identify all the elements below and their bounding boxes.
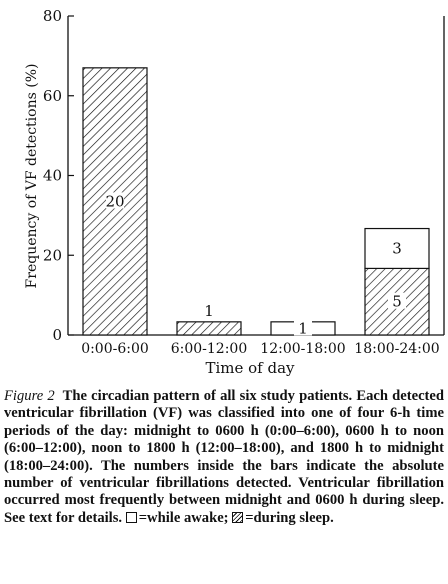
- x-tick-label: 18:00-24:00: [354, 341, 439, 357]
- caption-text: The circadian pattern of all six study p…: [4, 388, 444, 526]
- awake-legend-swatch-icon: [125, 511, 137, 523]
- bar-value-label: 1: [204, 302, 214, 320]
- bar-label-bg: [388, 239, 406, 256]
- figure-caption: Figure 2 The circadian pattern of all six…: [4, 388, 444, 527]
- figure-label: Figure 2: [4, 388, 55, 404]
- bar-value-label: 20: [105, 192, 124, 210]
- bar-label-bg: [294, 319, 312, 336]
- y-tick-label: 60: [43, 87, 62, 105]
- x-tick-label: 12:00-18:00: [260, 341, 345, 357]
- awake-legend-text: =while awake;: [138, 509, 229, 526]
- bars: [82, 67, 430, 336]
- bar-value-label: 3: [392, 239, 402, 257]
- bar-value-label: 5: [392, 293, 402, 311]
- x-tick-label: 6:00-12:00: [171, 341, 248, 357]
- y-axis-label: Frequency of VF detections (%): [24, 64, 40, 289]
- bar-value-label: 1: [298, 319, 308, 337]
- y-tick-label: 40: [43, 167, 62, 185]
- y-tick-label: 80: [43, 7, 62, 25]
- bar-labels: 20 1 1 5 3: [105, 192, 406, 337]
- sleep-legend-text: =during sleep.: [245, 509, 334, 526]
- axes: 0 20 40 60 80 0:00-6:00 6:00-12:00 12:00-18:00 1…: [43, 7, 445, 357]
- y-tick-label: 0: [52, 326, 62, 344]
- bar-label-bg: [388, 292, 406, 309]
- bar-label-bg: [106, 192, 124, 209]
- x-axis-label: Time of day: [205, 359, 295, 377]
- bar-chart: 0 20 40 60 80 0:00-6:00 6:00-12:00 12:00-18:00 1…: [24, 7, 445, 377]
- bar-sleep: [176, 321, 242, 336]
- sleep-legend-swatch-icon: [232, 511, 244, 523]
- x-tick-label: 0:00-6:00: [81, 341, 149, 357]
- y-tick-label: 20: [43, 246, 62, 264]
